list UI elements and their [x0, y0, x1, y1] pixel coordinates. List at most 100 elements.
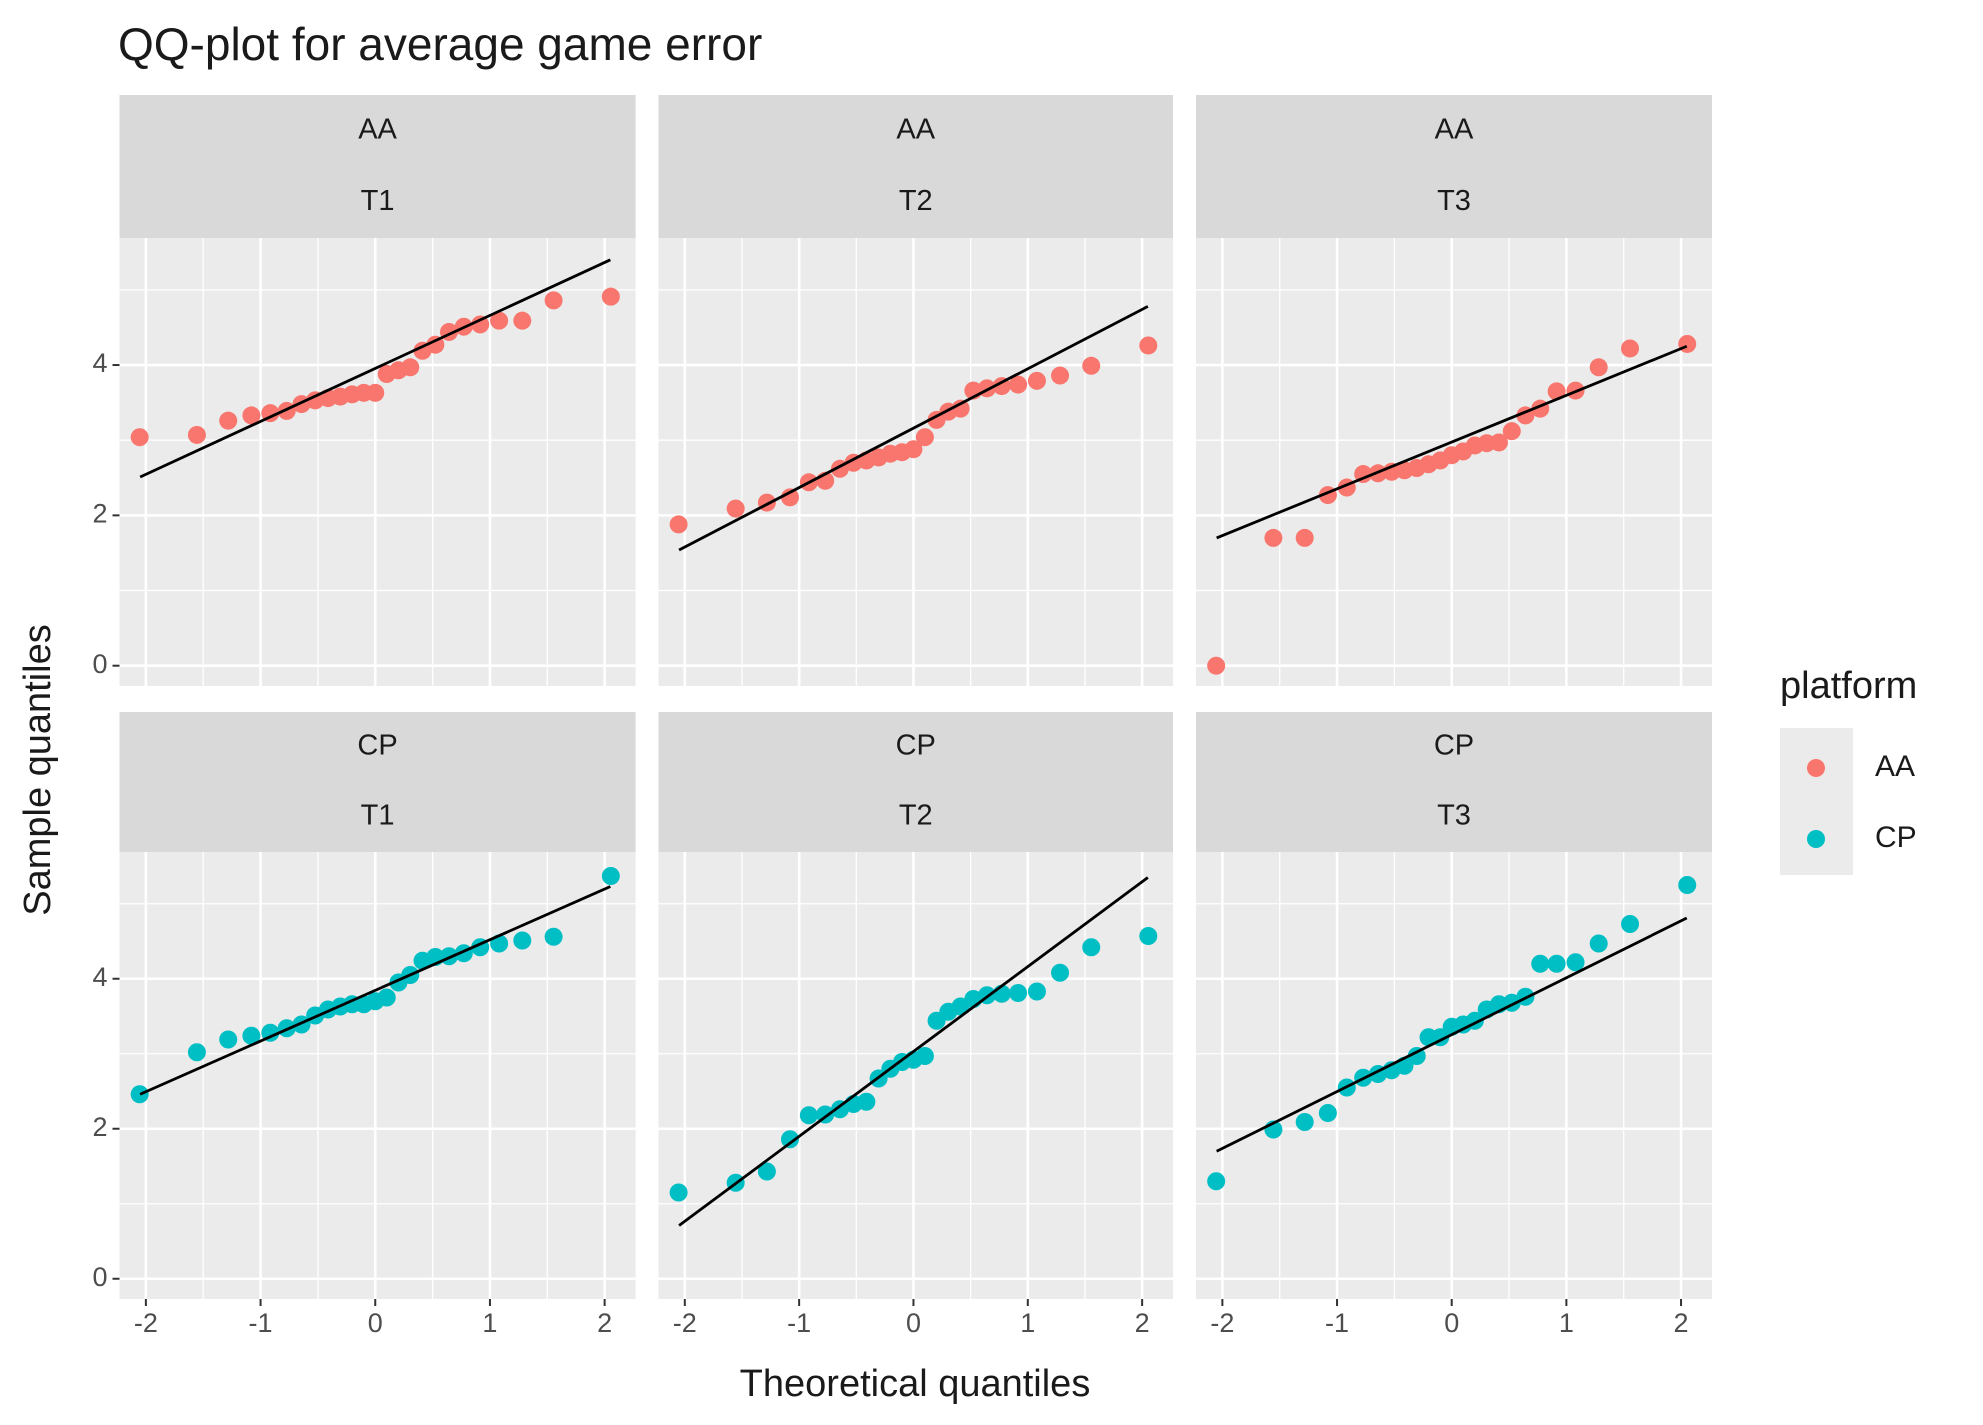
strip-background: [658, 712, 1173, 852]
point: [857, 1092, 876, 1111]
point: [904, 440, 923, 459]
point: [366, 383, 385, 402]
point: [130, 428, 149, 447]
point: [1295, 1113, 1314, 1131]
point: [1621, 339, 1640, 358]
point: [513, 311, 532, 330]
x-tick-label: -2: [1210, 1308, 1234, 1338]
point: [669, 1183, 688, 1202]
point: [757, 1162, 776, 1181]
point: [1566, 953, 1585, 972]
point: [1531, 954, 1550, 973]
point: [601, 287, 620, 306]
chart-title: QQ-plot for average game error: [118, 18, 762, 70]
y-tick-label: 0: [92, 649, 107, 679]
point: [1589, 934, 1608, 953]
point: [915, 428, 934, 447]
point: [1678, 876, 1697, 894]
strip-label: AA: [896, 113, 935, 145]
point: [601, 867, 620, 885]
point: [992, 377, 1011, 396]
qq-line: [1216, 344, 1688, 540]
strip-label: T1: [361, 185, 395, 217]
qq-line: [678, 876, 1149, 1227]
x-axis-title: Theoretical quantiles: [740, 1363, 1091, 1405]
point: [1027, 371, 1046, 390]
point: [1547, 954, 1566, 973]
panel-background: [119, 852, 636, 1299]
point: [426, 335, 445, 354]
strip-background: [119, 95, 636, 238]
point: [1407, 1047, 1426, 1065]
panel-background: [658, 238, 1173, 686]
x-tick-label: -1: [1325, 1308, 1349, 1338]
qq-line: [678, 305, 1149, 552]
qq-line: [139, 258, 611, 479]
qq-line: [1216, 916, 1688, 1153]
strip-label: AA: [358, 113, 397, 145]
point: [219, 411, 238, 430]
y-axis-title: Sample quantiles: [17, 624, 59, 916]
point: [513, 931, 532, 950]
point: [726, 499, 745, 518]
panel-background: [119, 238, 636, 686]
x-tick-label: 0: [1444, 1308, 1459, 1338]
point: [1139, 927, 1158, 945]
point: [1051, 963, 1070, 982]
x-tick-label: 2: [597, 1308, 612, 1338]
point: [951, 399, 970, 418]
qq-line: [139, 885, 611, 1096]
x-tick-label: 2: [1674, 1308, 1689, 1338]
strip-label: T3: [1437, 800, 1471, 832]
point: [1589, 358, 1608, 377]
point: [1547, 382, 1566, 401]
point: [669, 515, 688, 534]
point: [490, 311, 509, 330]
point: [1318, 1104, 1337, 1122]
strip-label: T3: [1437, 185, 1471, 217]
x-tick-label: 1: [482, 1308, 497, 1338]
point: [915, 1047, 934, 1065]
y-tick-label: 4: [92, 962, 107, 992]
legend-title: platform: [1780, 665, 1917, 707]
point: [1009, 984, 1028, 1002]
point: [471, 315, 490, 334]
point: [799, 1106, 818, 1125]
point: [1264, 528, 1283, 547]
point: [219, 1030, 238, 1049]
point: [830, 1100, 849, 1119]
strip-label: T2: [899, 185, 933, 217]
legend-label: CP: [1875, 821, 1917, 854]
x-tick-label: -1: [249, 1308, 273, 1338]
point: [242, 406, 261, 425]
point: [401, 358, 420, 377]
legend-label: AA: [1875, 750, 1915, 783]
point: [1207, 656, 1226, 675]
strip-label: AA: [1435, 113, 1474, 145]
point: [187, 1043, 206, 1062]
strip-background: [119, 712, 636, 852]
x-tick-label: -1: [787, 1308, 811, 1338]
x-tick-label: -2: [673, 1308, 697, 1338]
point: [1678, 334, 1697, 353]
panel-background: [658, 852, 1173, 1299]
x-tick-label: 0: [368, 1308, 383, 1338]
point: [1621, 915, 1640, 933]
x-tick-label: 0: [906, 1308, 921, 1338]
point: [1082, 938, 1101, 957]
point: [130, 1085, 149, 1104]
x-tick-label: 1: [1020, 1308, 1035, 1338]
point: [1295, 528, 1314, 547]
legend-key: [1807, 830, 1825, 848]
strip-label: CP: [1434, 730, 1474, 762]
y-tick-label: 2: [92, 1112, 107, 1142]
x-tick-label: 2: [1135, 1308, 1150, 1338]
point: [1009, 375, 1028, 394]
x-tick-label: 1: [1559, 1308, 1574, 1338]
strip-label: CP: [896, 730, 936, 762]
point: [544, 291, 563, 310]
y-tick-label: 4: [92, 348, 107, 378]
point: [187, 425, 206, 444]
strip-label: T1: [361, 800, 395, 832]
